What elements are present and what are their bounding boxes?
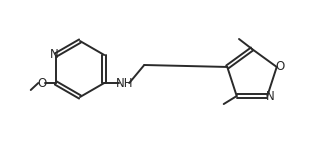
- Text: N: N: [266, 90, 275, 103]
- Text: O: O: [37, 76, 46, 90]
- Text: O: O: [275, 60, 284, 74]
- Text: NH: NH: [115, 76, 133, 90]
- Text: N: N: [49, 47, 58, 61]
